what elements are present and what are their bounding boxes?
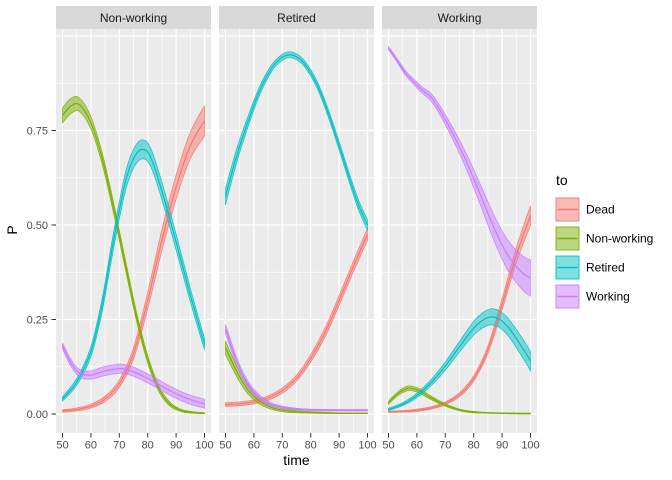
x-tick-label: 70: [439, 440, 451, 452]
line-dead: [225, 234, 369, 406]
line-nonworking: [224, 347, 368, 414]
ribbon-retired: [388, 308, 531, 412]
y-tick-label: 0.50: [27, 220, 48, 232]
line-retired: [388, 316, 532, 411]
x-tick-label: 80: [305, 440, 317, 452]
line-dead: [388, 215, 532, 413]
x-tick-label: 90: [170, 440, 182, 452]
ribbon-nonworking: [62, 95, 205, 415]
line-nonworking: [62, 102, 205, 414]
panel-plot-area: [388, 45, 532, 415]
x-tick-label: 70: [113, 440, 125, 452]
legend: Dead Non-working Retired Working: [555, 197, 653, 309]
line-retired: [62, 148, 206, 400]
legend-title: to: [556, 172, 568, 188]
x-tick-label: 50: [382, 440, 394, 452]
x-axis: 50 60 70 80 90 100: [56, 433, 214, 452]
ribbon-retired: [225, 51, 368, 231]
x-tick-label: 50: [219, 440, 231, 452]
line-working: [61, 345, 205, 405]
ribbon-dead: [388, 205, 531, 413]
x-tick-label: 90: [496, 440, 508, 452]
x-tick-label: 100: [358, 440, 376, 452]
line-dead: [62, 120, 206, 412]
grid-major: [219, 29, 374, 433]
y-axis-title: P: [4, 225, 20, 235]
line-working: [224, 328, 368, 411]
x-tick-label: 70: [276, 440, 288, 452]
x-tick-label: 80: [468, 440, 480, 452]
legend-label-working: Working: [586, 290, 630, 304]
x-axis-title: time: [283, 452, 310, 468]
legend-label-nonworking: Non-working: [586, 232, 653, 246]
facet-strip-label: Non-working: [100, 11, 167, 25]
line-nonworking: [388, 387, 531, 415]
facet-strip-label: Retired: [277, 11, 316, 25]
x-tick-label: 100: [195, 440, 213, 452]
x-axis: 50 60 70 80 90 100: [382, 433, 540, 452]
y-axis: 0.00 0.25 0.50 0.75: [27, 126, 56, 421]
grid-minor: [382, 29, 537, 433]
line-retired: [224, 54, 369, 226]
x-tick-label: 60: [248, 440, 260, 452]
facet-strip-label: Working: [438, 11, 482, 25]
x-tick-label: 80: [142, 440, 154, 452]
x-tick-label: 60: [85, 440, 97, 452]
x-tick-label: 100: [521, 440, 539, 452]
x-tick-label: 60: [411, 440, 423, 452]
panel-plot-area: [224, 51, 369, 415]
ribbon-working: [388, 45, 531, 297]
ribbon-dead: [225, 228, 368, 407]
legend-label-dead: Dead: [586, 203, 615, 217]
y-tick-label: 0.25: [27, 315, 48, 327]
x-axis: 50 60 70 80 90 100: [219, 433, 377, 452]
facet-strip: [56, 6, 211, 29]
y-tick-label: 0.00: [27, 409, 48, 421]
x-tick-label: 90: [333, 440, 345, 452]
y-tick-label: 0.75: [27, 126, 48, 138]
x-tick-label: 50: [56, 440, 68, 452]
facet-strip: [219, 6, 374, 29]
panel-plot-area: [61, 95, 206, 415]
ribbon-working: [225, 324, 368, 412]
ribbon-working: [62, 342, 205, 409]
line-working: [388, 47, 531, 279]
facet-strip: [382, 6, 537, 29]
legend-label-retired: Retired: [586, 261, 625, 275]
ribbon-dead: [62, 105, 205, 413]
grid-minor: [219, 29, 374, 433]
